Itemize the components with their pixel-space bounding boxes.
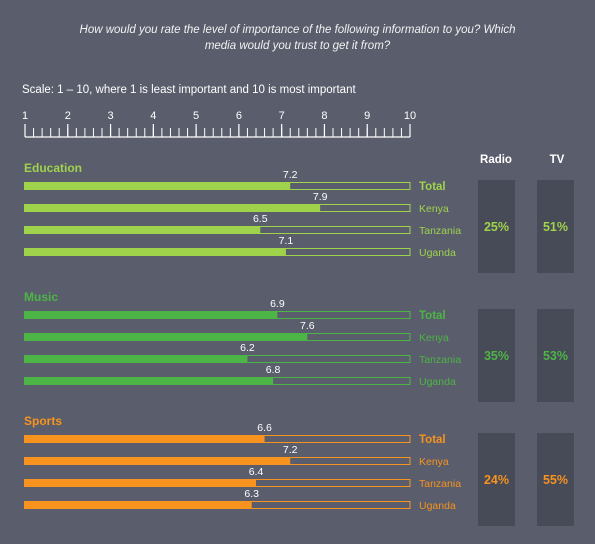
tv-share-music: 53% <box>537 309 574 402</box>
category-label: Tanzania <box>419 225 461 237</box>
bar-value-label: 6.6 <box>257 422 272 434</box>
scale-tick-label: 4 <box>150 110 156 122</box>
category-label: Kenya <box>419 456 449 468</box>
bar <box>24 182 291 190</box>
group-title-sports: Sports <box>24 414 62 428</box>
scale-tick-label: 9 <box>364 110 370 122</box>
bar-value-label: 7.2 <box>283 444 298 456</box>
tv-header: TV <box>549 154 565 166</box>
bar <box>24 311 278 319</box>
bar-value-label: 7.2 <box>283 169 298 181</box>
tv-share-education: 51% <box>537 180 574 273</box>
question-text: How would you rate the level of importan… <box>40 22 555 54</box>
bar-value-label: 6.2 <box>240 342 255 354</box>
bar <box>24 377 274 385</box>
group-title-education: Education <box>24 161 82 175</box>
scale-tick-label: 6 <box>236 110 242 122</box>
scale-tick-label: 10 <box>404 110 416 122</box>
category-label: Total <box>419 434 446 446</box>
category-label: Kenya <box>419 203 449 215</box>
category-label: Tanzania <box>419 354 461 366</box>
question-line-2: media would you trust to get it from? <box>204 40 391 52</box>
category-label: Uganda <box>419 247 456 259</box>
radio-header: Radio <box>480 154 512 166</box>
bar <box>24 501 252 509</box>
bar-value-label: 6.4 <box>249 466 264 478</box>
scale-tick-label: 1 <box>22 110 28 122</box>
tv-share-sports: 55% <box>537 433 574 526</box>
bar-value-label: 7.6 <box>300 320 315 332</box>
category-label: Uganda <box>419 376 456 388</box>
bar-value-label: 7.1 <box>279 235 294 247</box>
bar <box>24 457 291 465</box>
bar <box>24 248 286 256</box>
scale-tick-label: 8 <box>321 110 327 122</box>
scale-tick-label: 7 <box>279 110 285 122</box>
scale-tick-label: 5 <box>193 110 199 122</box>
bar <box>24 355 248 363</box>
bar <box>24 204 321 212</box>
category-label: Kenya <box>419 332 449 344</box>
bar <box>24 435 265 443</box>
scale-tick-label: 2 <box>65 110 71 122</box>
bar-value-label: 6.9 <box>270 298 285 310</box>
question-line-1: How would you rate the level of importan… <box>79 24 516 36</box>
group-title-music: Music <box>24 290 58 304</box>
bar-value-label: 6.8 <box>266 364 281 376</box>
category-label: Tanzania <box>419 478 461 490</box>
scale-description: Scale: 1 – 10, where 1 is least importan… <box>22 84 356 96</box>
bar-value-label: 7.9 <box>313 191 328 203</box>
category-label: Total <box>419 310 446 322</box>
bar <box>24 226 261 234</box>
radio-share-music: 35% <box>478 309 515 402</box>
radio-share-education: 25% <box>478 180 515 273</box>
bar-value-label: 6.5 <box>253 213 268 225</box>
bar <box>24 333 308 341</box>
bar-value-label: 6.3 <box>244 488 259 500</box>
radio-share-sports: 24% <box>478 433 515 526</box>
category-label: Total <box>419 181 446 193</box>
scale-tick-label: 3 <box>107 110 113 122</box>
category-label: Uganda <box>419 500 456 512</box>
bar <box>24 479 256 487</box>
